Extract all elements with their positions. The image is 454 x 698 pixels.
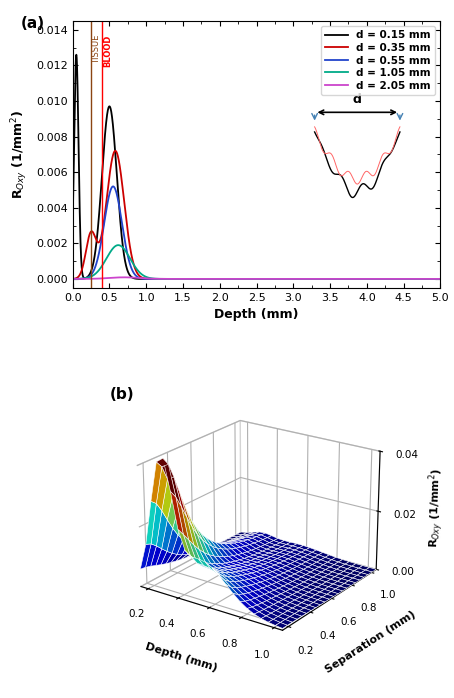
- d = 0.35 mm: [134, 267, 139, 276]
- d = 0.35 mm: [211, 275, 217, 283]
- d = 0.15 mm: [211, 275, 217, 283]
- d = 0.15 mm: [70, 219, 75, 228]
- d = 0.15 mm: [391, 275, 396, 283]
- d = 2.05 mm: [134, 274, 139, 282]
- Text: TISSUE: TISSUE: [93, 34, 102, 64]
- d = 0.55 mm: [227, 275, 232, 283]
- d = 2.05 mm: [70, 275, 75, 283]
- d = 1.05 mm: [430, 275, 436, 283]
- d = 2.05 mm: [430, 275, 436, 283]
- d = 0.35 mm: [227, 275, 232, 283]
- d = 1.05 mm: [112, 242, 117, 251]
- Line: d = 1.05 mm: d = 1.05 mm: [73, 245, 440, 279]
- d = 0.15 mm: [438, 275, 443, 283]
- d = 0.35 mm: [430, 275, 436, 283]
- d = 0.15 mm: [134, 274, 139, 283]
- d = 0.55 mm: [112, 184, 118, 192]
- d = 0.15 mm: [390, 275, 395, 283]
- d = 0.55 mm: [430, 275, 436, 283]
- d = 0.15 mm: [112, 142, 118, 150]
- Y-axis label: R$_{Oxy}$ (1/mm$^2$): R$_{Oxy}$ (1/mm$^2$): [10, 110, 30, 199]
- Line: d = 0.15 mm: d = 0.15 mm: [73, 54, 440, 279]
- d = 2.05 mm: [438, 275, 443, 283]
- d = 1.05 mm: [438, 275, 443, 283]
- d = 1.05 mm: [227, 275, 232, 283]
- d = 1.05 mm: [115, 241, 121, 249]
- d = 0.55 mm: [110, 182, 116, 191]
- d = 0.15 mm: [74, 50, 79, 59]
- d = 2.05 mm: [121, 273, 127, 281]
- d = 0.35 mm: [112, 147, 117, 156]
- Line: d = 0.35 mm: d = 0.35 mm: [73, 151, 440, 279]
- d = 2.05 mm: [211, 275, 217, 283]
- d = 0.55 mm: [391, 275, 396, 283]
- Y-axis label: Separation (mm): Separation (mm): [324, 609, 418, 675]
- d = 2.05 mm: [391, 275, 396, 283]
- Text: (b): (b): [110, 387, 134, 401]
- Text: BLOOD: BLOOD: [104, 34, 113, 67]
- d = 0.55 mm: [134, 272, 139, 281]
- Line: d = 2.05 mm: d = 2.05 mm: [73, 277, 440, 279]
- Line: d = 0.55 mm: d = 0.55 mm: [73, 186, 440, 279]
- d = 1.05 mm: [211, 275, 217, 283]
- d = 0.35 mm: [70, 274, 75, 283]
- Legend: d = 0.15 mm, d = 0.35 mm, d = 0.55 mm, d = 1.05 mm, d = 2.05 mm: d = 0.15 mm, d = 0.35 mm, d = 0.55 mm, d…: [321, 26, 435, 95]
- d = 0.15 mm: [431, 275, 436, 283]
- d = 2.05 mm: [112, 274, 117, 282]
- d = 1.05 mm: [70, 275, 75, 283]
- d = 2.05 mm: [227, 275, 232, 283]
- X-axis label: Depth (mm): Depth (mm): [214, 309, 299, 321]
- d = 0.55 mm: [70, 275, 75, 283]
- d = 0.15 mm: [227, 275, 232, 283]
- d = 1.05 mm: [391, 275, 396, 283]
- d = 0.55 mm: [211, 275, 217, 283]
- Text: (a): (a): [21, 15, 45, 31]
- d = 0.35 mm: [113, 147, 118, 155]
- d = 0.35 mm: [391, 275, 396, 283]
- d = 0.35 mm: [438, 275, 443, 283]
- d = 0.55 mm: [438, 275, 443, 283]
- X-axis label: Depth (mm): Depth (mm): [143, 642, 218, 674]
- d = 1.05 mm: [134, 265, 139, 273]
